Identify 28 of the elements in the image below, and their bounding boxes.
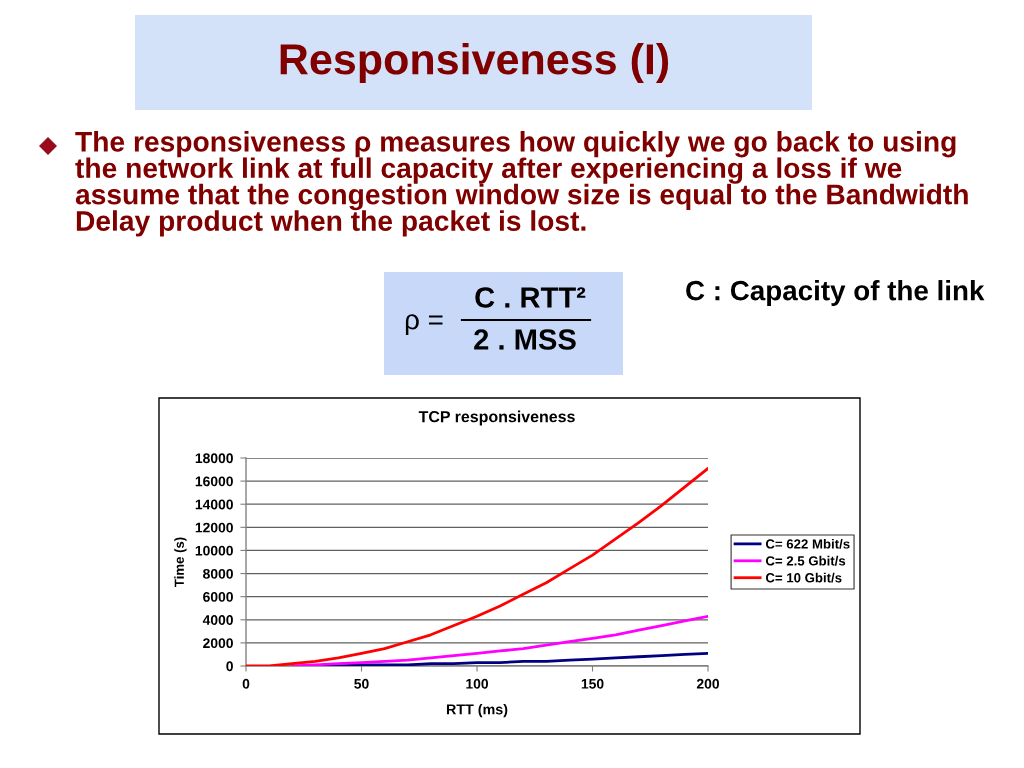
y-tick-label: 18000 xyxy=(195,453,233,464)
x-tick-label: 100 xyxy=(466,678,489,689)
text: ρ = xyxy=(405,314,443,335)
text: C . RTT² xyxy=(475,287,586,308)
y-tick-label: 4000 xyxy=(202,615,233,625)
x-axis-title: RTT (ms) xyxy=(446,703,508,718)
y-tick-label: 8000 xyxy=(203,568,233,579)
x-tick-label: 50 xyxy=(354,678,369,689)
text: The responsiveness ρ measures how quickly we go back to using the network link at full capacity after experiencing a loss if we assume that the congestion window size is equal to the Bandwidth Delay product when the packet is lost. xyxy=(75,131,968,237)
text: C : Capacity of the link xyxy=(686,280,985,306)
chart-subtitle: TCP responsiveness xyxy=(418,410,575,426)
y-tick-label: 2000 xyxy=(203,638,233,649)
legend-label: C= 622 Mbit/s xyxy=(765,538,850,549)
x-tick-label: 150 xyxy=(581,678,604,689)
text: 2 . MSS xyxy=(474,329,576,350)
y-axis-title: Time (s) xyxy=(174,537,187,588)
y-tick-label: 16000 xyxy=(195,476,233,487)
y-tick-label: 0 xyxy=(226,661,233,672)
x-tick-label: 0 xyxy=(242,678,250,689)
y-tick-label: 10000 xyxy=(195,545,233,556)
line-series xyxy=(290,614,708,666)
y-tick-label: 14000 xyxy=(195,499,233,510)
legend-label: C= 10 Gbit/s xyxy=(765,572,842,583)
y-tick-label: 12000 xyxy=(195,522,233,533)
x-tick-label: 200 xyxy=(696,678,720,689)
chart-title: Responsiveness (I) xyxy=(280,42,669,84)
y-tick-label: 6000 xyxy=(203,592,233,602)
legend-label: C= 2.5 Gbit/s xyxy=(765,555,846,566)
